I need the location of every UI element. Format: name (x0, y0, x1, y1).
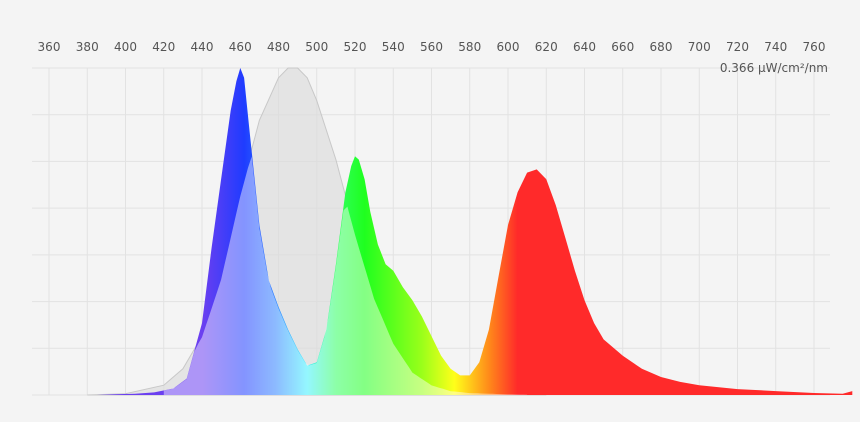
x-tick-label: 400 (114, 40, 137, 54)
sensitivity-curve-area (87, 67, 547, 396)
x-tick-label: 460 (229, 40, 252, 54)
x-tick-label: 760 (803, 40, 826, 54)
y-scale-unit-label: 0.366 µW/cm²/nm (720, 61, 828, 75)
x-tick-label: 680 (650, 40, 673, 54)
x-tick-label: 600 (497, 40, 520, 54)
x-tick-label: 640 (573, 40, 596, 54)
x-tick-label: 620 (535, 40, 558, 54)
x-tick-label: 560 (420, 40, 443, 54)
x-tick-label: 740 (764, 40, 787, 54)
x-tick-label: 480 (267, 40, 290, 54)
x-tick-label: 360 (38, 40, 61, 54)
x-tick-label: 580 (458, 40, 481, 54)
x-tick-label: 380 (76, 40, 99, 54)
x-tick-label: 720 (726, 40, 749, 54)
x-tick-label: 520 (344, 40, 367, 54)
x-axis-tick-labels: 360 380 400 420 440 460 480 500 520 540 560 580 600 6… (38, 40, 826, 54)
x-tick-label: 700 (688, 40, 711, 54)
x-tick-label: 660 (611, 40, 634, 54)
x-tick-label: 420 (152, 40, 175, 54)
x-tick-label: 540 (382, 40, 405, 54)
x-tick-label: 500 (305, 40, 328, 54)
sensitivity-overlap-highlight (163, 156, 528, 395)
x-tick-label: 440 (191, 40, 214, 54)
